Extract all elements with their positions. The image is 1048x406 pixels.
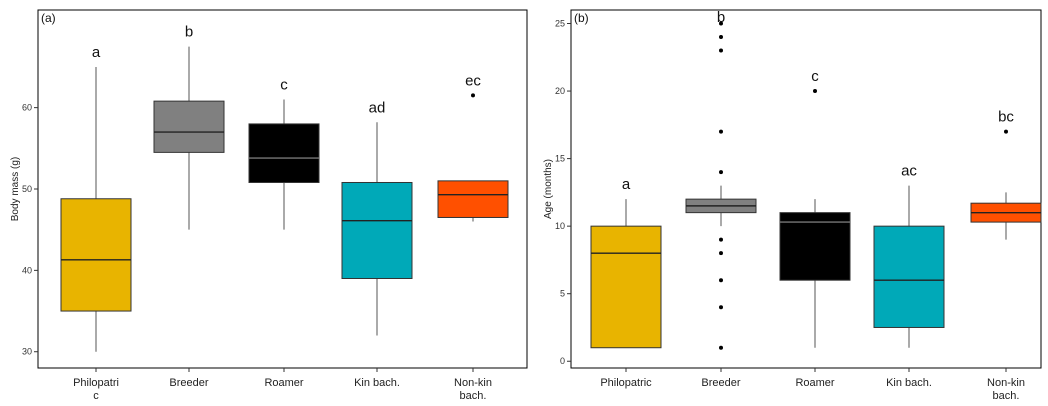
y-tick-label: 0 [560,356,565,366]
significance-letter-breeder: b [717,9,725,26]
x-category-label: Kin bach. [886,377,932,389]
significance-letter-philopatric: a [92,44,101,61]
outlier-point-breeder [719,129,723,134]
significance-letter-nonkinbach: bc [998,109,1014,126]
y-axis-title: Age (months) [543,159,554,219]
panel-label: (a) [41,11,56,25]
box-roamer [248,123,320,183]
outlier-point-breeder [719,305,723,310]
x-category-label: Roamer [795,377,834,389]
outlier-point-breeder [719,170,723,175]
y-tick-label: 15 [555,154,565,164]
panel-label: (b) [574,11,589,25]
significance-letter-philopatric: a [622,176,631,193]
box-breeder [153,100,225,153]
y-tick-label: 40 [22,265,32,275]
x-category-label: Kin bach. [354,377,400,389]
panel-b: (b) Age (months) 0 5 10 15 20 25 Philopatric a Bre… [543,9,1042,402]
x-category-label: Breeder [701,377,740,389]
significance-letter-kinbach: ac [901,163,917,180]
y-tick-label: 10 [555,221,565,231]
significance-letter-nonkinbach: ec [465,72,481,89]
outlier-point-breeder [719,237,723,242]
outlier-point-breeder [719,251,723,256]
outlier-point-breeder [719,21,723,26]
x-category-label: Non-kin bach. [454,377,492,402]
x-category-label: Roamer [264,377,303,389]
significance-letter-breeder: b [185,24,193,41]
y-tick-label: 30 [22,347,32,357]
y-tick-label: 60 [22,103,32,113]
box-nonkinbach [437,180,509,218]
significance-letter-kinbach: ad [369,99,386,116]
x-category-label: Breeder [169,377,208,389]
y-tick-label: 50 [22,184,32,194]
outlier-point-breeder [719,278,723,283]
outlier-point-breeder [719,35,723,40]
y-tick-label: 25 [555,19,565,29]
significance-letter-roamer: c [280,77,288,94]
box-philopatric [590,225,662,349]
y-axis-title: Body mass (g) [10,157,21,221]
x-category-label: Philopatric [600,377,652,389]
box-philopatric [60,198,132,312]
box-kinbach [873,225,945,328]
outlier-point-breeder [719,48,723,53]
box-kinbach [341,181,413,279]
panel-a: (a) Body mass (g) 30 40 50 60 Philopatri c a Bree… [10,9,528,402]
outlier-point-nonkinbach [471,93,475,98]
box-roamer [779,212,851,281]
outlier-point-breeder [719,345,723,350]
outlier-point-roamer [813,89,817,94]
y-tick-label: 20 [555,86,565,96]
significance-letter-roamer: c [811,68,819,85]
y-tick-label: 5 [560,289,565,299]
x-category-label: Non-kin bach. [987,377,1025,402]
outlier-point-nonkinbach [1004,129,1008,134]
